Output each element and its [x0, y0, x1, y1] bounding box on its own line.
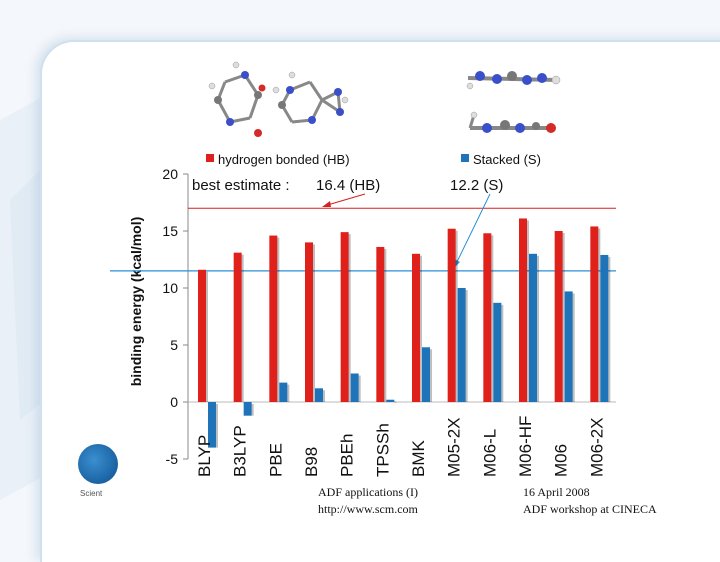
y-axis-label: binding energy (kcal/mol) [128, 217, 144, 387]
bar-s-b3lyp [243, 402, 252, 416]
y-tick-label: -5 [166, 451, 179, 467]
bar-hb-shadow [206, 271, 208, 402]
category-label: PBEh [338, 434, 357, 477]
logo-text: Scient [80, 489, 103, 498]
annotation-arrow-s [454, 193, 491, 267]
bar-s-blyp [208, 402, 216, 448]
bar-s-shadow [251, 404, 254, 416]
bar-hb-shadow [420, 255, 422, 402]
annotation-arrowhead-hb [322, 201, 331, 207]
bar-hb-shadow [384, 248, 387, 402]
footer-course-title: ADF applications (I) [318, 485, 418, 499]
bar-hb-m06-2x [590, 226, 599, 402]
bar-hb-shadow [348, 234, 351, 402]
footer-right: 16 April 2008 ADF workshop at CINECA [523, 484, 657, 518]
bar-s-shadow [358, 375, 361, 402]
bar-hb-m06 [554, 231, 563, 402]
bar-hb-m05-2x [447, 228, 456, 402]
bar-hb-shadow [455, 230, 458, 402]
annotation-s-value: 12.2 (S) [450, 177, 503, 194]
bar-s-tpssh [386, 399, 395, 402]
category-label: B98 [302, 447, 321, 477]
bar-s-shadow [572, 293, 575, 402]
bar-s-m06-2x [600, 254, 609, 402]
bar-hb-m06-hf [519, 218, 527, 402]
bar-hb-shadow [277, 237, 280, 402]
legend-marker-s [461, 154, 469, 162]
category-label: BLYP [195, 435, 214, 477]
bar-hb-shadow [491, 235, 494, 402]
bar-s-m06-l [493, 302, 502, 402]
category-label: M06-HF [516, 416, 535, 477]
bar-s-shadow [465, 290, 468, 402]
y-tick-label: 15 [162, 223, 178, 239]
logo-icon [78, 444, 118, 484]
bar-s-shadow [537, 255, 539, 402]
bar-hb-shadow [562, 233, 565, 402]
footer-left: ADF applications (I) http://www.scm.com [318, 484, 418, 518]
bar-hb-shadow [313, 244, 315, 402]
bar-s-shadow [287, 384, 290, 402]
category-label: M05-2X [445, 417, 464, 477]
y-tick-label: 0 [170, 394, 178, 410]
bar-hb-b98 [305, 242, 313, 402]
bar-s-b98 [315, 388, 323, 402]
category-label: M06-2X [587, 417, 606, 477]
bar-hb-tpssh [376, 246, 385, 402]
legend-marker-hb [206, 154, 214, 162]
bar-s-shadow [394, 401, 397, 403]
annotation-prefix: best estimate : [192, 177, 290, 194]
bar-s-m06-hf [529, 253, 537, 402]
bar-hb-bmk [412, 253, 420, 402]
footer-url: http://www.scm.com [318, 502, 418, 516]
bar-hb-pbe [269, 235, 278, 402]
molecule-stacked-icon [466, 71, 561, 133]
bar-hb-pbeh [340, 232, 349, 402]
footer-event: ADF workshop at CINECA [523, 502, 657, 516]
annotation-arrow-hb [323, 193, 366, 207]
bar-s-bmk [422, 347, 430, 402]
bar-s-shadow [216, 404, 218, 448]
legend-label-s: Stacked (S) [473, 152, 541, 167]
y-tick-label: 20 [162, 166, 178, 182]
bar-s-pbe [279, 382, 288, 402]
legend-label-hb: hydrogen bonded (HB) [218, 152, 350, 167]
footer-date: 16 April 2008 [523, 485, 590, 499]
bar-s-shadow [430, 349, 432, 402]
bar-hb-shadow [598, 228, 601, 402]
bar-s-shadow [501, 304, 504, 402]
bar-hb-shadow [527, 220, 529, 402]
bar-hb-b3lyp [233, 252, 242, 402]
binding-energy-chart: -5 0 5 10 15 20 binding energy (kcal/mol) hydro… [110, 61, 616, 478]
annotation-hb-value: 16.4 (HB) [316, 177, 380, 194]
y-tick-label: 5 [170, 337, 178, 353]
category-label: M06-L [480, 429, 499, 477]
category-label: PBE [266, 443, 285, 477]
bar-s-m06 [564, 291, 573, 402]
molecule-hb-icon [208, 61, 349, 137]
bar-s-pbeh [350, 373, 359, 402]
bar-hb-blyp [198, 269, 206, 402]
bar-s-shadow [608, 256, 611, 402]
bar-hb-shadow [241, 254, 244, 402]
category-label: B3LYP [231, 425, 250, 477]
bar-s-m05-2x [457, 288, 466, 402]
category-label: BMK [409, 440, 428, 478]
bar-hb-m06-l [483, 233, 492, 402]
y-tick-label: 10 [162, 280, 178, 296]
category-label: M06 [552, 444, 571, 477]
category-label: TPSSh [373, 423, 392, 477]
bar-s-shadow [323, 390, 325, 402]
